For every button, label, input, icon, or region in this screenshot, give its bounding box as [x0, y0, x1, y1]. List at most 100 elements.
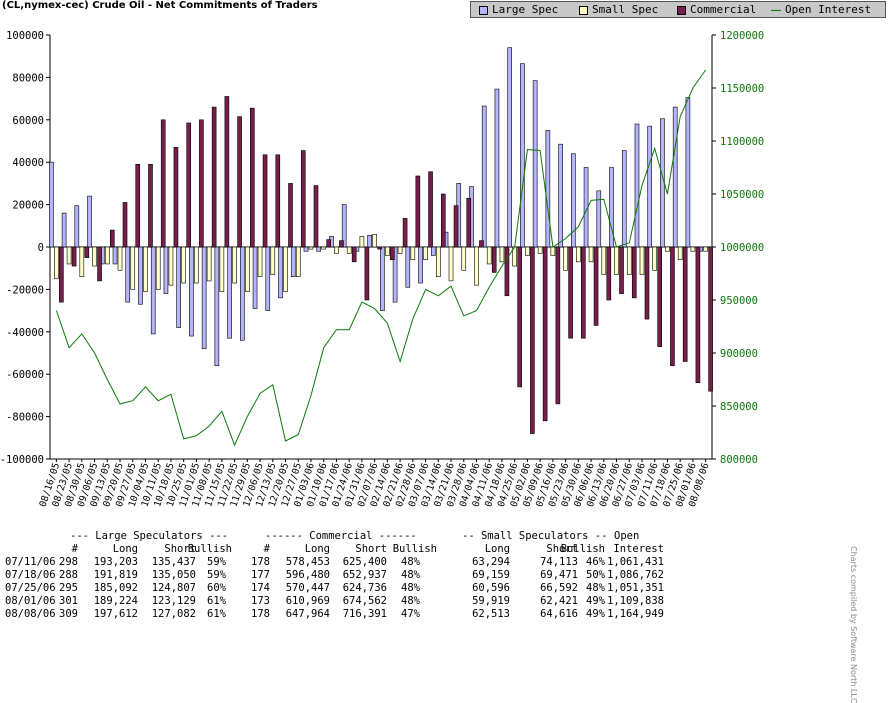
bar-small-spec: [295, 246, 301, 277]
bar-small-spec: [308, 246, 314, 250]
bar-commercial: [466, 197, 472, 248]
table-cell: 47%: [401, 608, 420, 620]
table-cell: 61%: [207, 595, 226, 607]
bar-large-spec: [290, 246, 296, 277]
bar-commercial: [491, 246, 497, 273]
table-cell: 1,109,838: [607, 595, 664, 607]
table-column-header: #: [263, 543, 270, 555]
table-cell: 578,453: [285, 556, 330, 568]
bar-commercial: [148, 164, 153, 248]
bar-commercial: [135, 164, 141, 248]
bar-large-spec: [150, 246, 156, 335]
bar-commercial: [504, 246, 510, 297]
bar-commercial: [250, 107, 255, 248]
table-cell: 193,203: [93, 556, 138, 568]
bar-commercial: [326, 239, 332, 248]
table-cell: 59%: [207, 569, 226, 581]
table-cell: 1,164,949: [607, 608, 664, 620]
bar-commercial: [453, 205, 459, 248]
table-column-header: Bullish: [187, 543, 232, 555]
bar-large-spec: [481, 105, 487, 248]
bar-large-spec: [520, 63, 525, 248]
bar-small-spec: [665, 246, 670, 252]
table-cell: 596,480: [285, 569, 330, 581]
table-cell: 173: [251, 595, 270, 607]
bar-large-spec: [341, 204, 347, 248]
table-column-header: Short: [546, 543, 578, 555]
bar-small-spec: [550, 246, 556, 256]
table-cell: 301: [59, 595, 78, 607]
table-column-header: Long: [484, 543, 510, 555]
bar-small-spec: [130, 246, 136, 290]
bar-small-spec: [155, 246, 161, 290]
table-cell: 74,113: [540, 556, 578, 568]
bar-commercial: [199, 119, 204, 248]
bar-commercial: [211, 106, 217, 248]
bar-large-spec: [596, 190, 602, 248]
legend-item-open-interest: Open Interest: [771, 4, 871, 16]
bar-small-spec: [690, 246, 696, 252]
table-cell: 127,082: [151, 608, 196, 620]
bar-large-spec: [138, 246, 143, 305]
left-tick-label: 80000: [12, 72, 44, 84]
table-row-date: 07/25/06: [5, 582, 56, 594]
legend-item-commercial: Commercial: [677, 4, 756, 16]
table-row-date: 07/11/06: [5, 556, 56, 568]
table-column-header: Short: [355, 543, 387, 555]
legend-label: Commercial: [690, 3, 757, 16]
bar-large-spec: [265, 246, 271, 311]
table-column-header: Bullish: [560, 543, 605, 555]
bar-commercial: [708, 246, 713, 392]
bar-commercial: [555, 246, 561, 405]
bar-large-spec: [545, 130, 551, 248]
bar-large-spec: [214, 246, 220, 367]
bar-commercial: [237, 116, 242, 248]
bar-small-spec: [576, 246, 581, 263]
table-cell: 647,964: [285, 608, 330, 620]
bar-large-spec: [74, 205, 80, 248]
bar-commercial: [568, 246, 573, 339]
bar-large-spec: [571, 153, 576, 248]
legend-item-large-spec: Large Spec: [479, 4, 558, 16]
table-cell: 716,391: [342, 608, 387, 620]
bar-small-spec: [601, 246, 607, 275]
bar-small-spec: [257, 246, 263, 277]
legend-label: Small Spec: [592, 3, 659, 16]
bar-commercial: [428, 171, 433, 248]
left-tick-label: -20000: [6, 284, 44, 296]
bar-large-spec: [494, 88, 500, 248]
bar-large-spec: [685, 97, 691, 248]
table-cell: 189,224: [93, 595, 138, 607]
bar-commercial: [606, 246, 612, 301]
bar-small-spec: [499, 246, 505, 263]
bar-small-spec: [283, 246, 288, 292]
bar-large-spec: [418, 246, 423, 284]
table-cell: 63,294: [472, 556, 510, 568]
right-tick-label: 1200000: [720, 30, 764, 42]
bar-small-spec: [461, 246, 467, 271]
bar-large-spec: [532, 80, 538, 248]
bar-small-spec: [219, 246, 225, 292]
bar-commercial: [644, 246, 650, 320]
chart-title: (CL,nymex-cec) Crude Oil - Net Commitmen…: [2, 0, 318, 11]
bar-large-spec: [609, 167, 614, 248]
bar-small-spec: [359, 236, 365, 248]
table-cell: 295: [59, 582, 78, 594]
bar-commercial: [542, 246, 548, 422]
bar-small-spec: [626, 246, 632, 275]
bar-commercial: [288, 183, 293, 248]
table-group-header: --- Large Speculators ---: [70, 530, 229, 542]
bar-large-spec: [621, 150, 627, 248]
bar-small-spec: [334, 246, 339, 254]
bar-small-spec: [423, 246, 428, 261]
bar-large-spec: [112, 246, 118, 265]
table-column-header: #: [71, 543, 78, 555]
bar-commercial: [581, 246, 586, 339]
bar-large-spec: [380, 246, 385, 311]
table-cell: 66,592: [540, 582, 578, 594]
bar-commercial: [173, 147, 179, 248]
right-tick-label: 850000: [720, 401, 758, 413]
bar-large-spec: [405, 246, 411, 288]
table-cell: 124,807: [151, 582, 196, 594]
bar-commercial: [670, 246, 675, 367]
